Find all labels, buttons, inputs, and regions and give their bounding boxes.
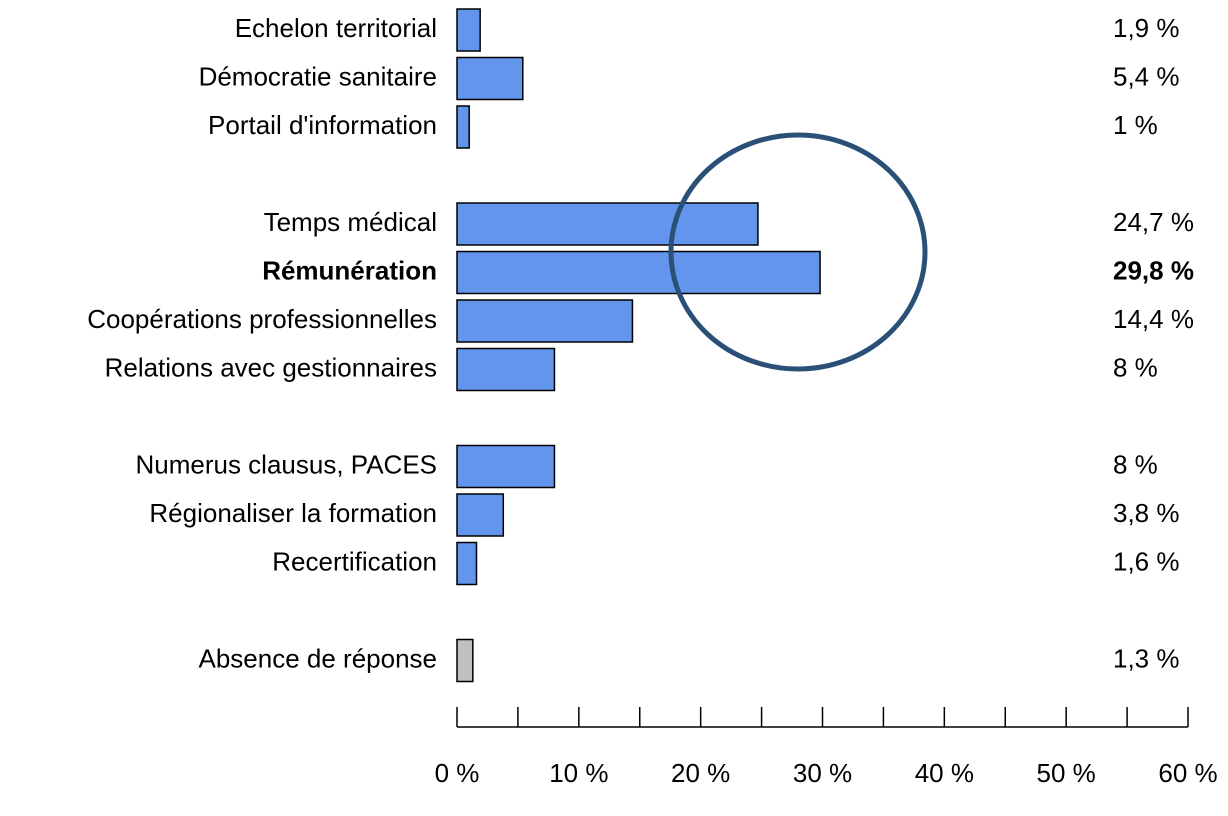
value-label: 3,8 % — [1113, 498, 1180, 528]
bar — [456, 56, 524, 101]
bar — [456, 541, 478, 586]
category-label: Temps médical — [264, 207, 437, 237]
category-label: Numerus clausus, PACES — [135, 449, 437, 479]
bar — [456, 105, 470, 149]
category-label: Rémunération — [262, 255, 437, 285]
x-tick-label: 0 % — [435, 758, 480, 788]
x-tick-label: 30 % — [793, 758, 852, 788]
value-label: 14,4 % — [1113, 304, 1194, 334]
category-label: Portail d'information — [208, 110, 437, 140]
category-label: Régionaliser la formation — [149, 498, 437, 528]
value-label: 5,4 % — [1113, 61, 1180, 91]
value-label: 1,6 % — [1113, 546, 1180, 576]
x-tick-label: 20 % — [671, 758, 730, 788]
value-label: 1 % — [1113, 110, 1158, 140]
bar — [456, 8, 481, 52]
x-tick-label: 50 % — [1037, 758, 1096, 788]
category-label: Démocratie sanitaire — [199, 61, 437, 91]
category-label: Absence de réponse — [198, 643, 437, 673]
category-label: Recertification — [272, 546, 437, 576]
bar — [456, 493, 505, 537]
value-label: 29,8 % — [1113, 255, 1194, 285]
x-tick-label: 60 % — [1158, 758, 1217, 788]
category-label: Relations avec gestionnaires — [105, 352, 437, 382]
category-label: Coopérations professionnelles — [87, 304, 437, 334]
category-label: Echelon territorial — [235, 13, 437, 43]
value-label: 24,7 % — [1113, 207, 1194, 237]
bar — [456, 250, 821, 295]
bar — [456, 347, 556, 392]
value-label: 1,9 % — [1113, 13, 1180, 43]
bar — [456, 444, 556, 489]
x-tick-label: 10 % — [549, 758, 608, 788]
value-label: 8 % — [1113, 449, 1158, 479]
highlight-circle — [668, 132, 928, 372]
bar — [456, 202, 759, 246]
value-label: 1,3 % — [1113, 643, 1180, 673]
bar — [456, 638, 474, 683]
value-label: 8 % — [1113, 352, 1158, 382]
x-tick-label: 40 % — [915, 758, 974, 788]
bar — [456, 299, 634, 343]
